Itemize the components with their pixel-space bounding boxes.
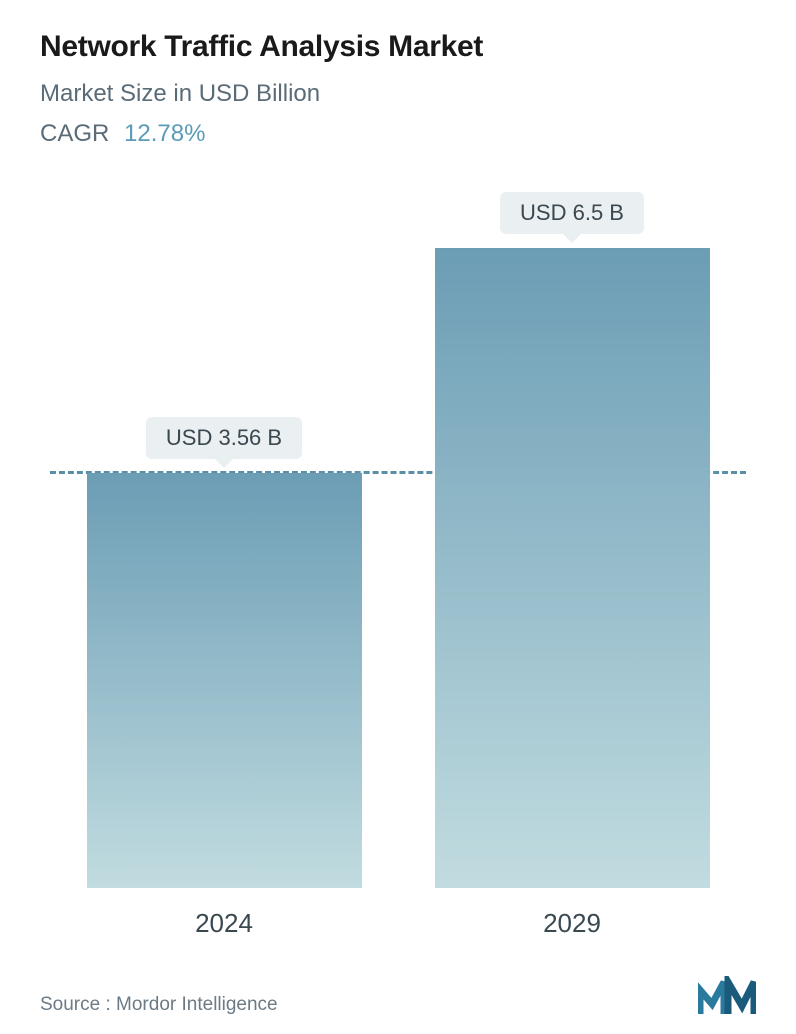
cagr-value: 12.78% bbox=[124, 120, 205, 147]
year-label: 2029 bbox=[422, 908, 722, 939]
bar bbox=[435, 248, 710, 888]
bar-value-label: USD 3.56 B bbox=[146, 417, 302, 459]
year-labels-row: 2024 2029 bbox=[50, 908, 746, 939]
source-text: Source : Mordor Intelligence bbox=[40, 994, 278, 1016]
chart-subtitle: Market Size in USD Billion bbox=[40, 80, 756, 108]
chart-container: Network Traffic Analysis Market Market S… bbox=[0, 0, 796, 1034]
bar-group: USD 3.56 B bbox=[74, 417, 374, 888]
chart-title: Network Traffic Analysis Market bbox=[40, 30, 756, 64]
bar bbox=[87, 473, 362, 888]
footer: Source : Mordor Intelligence bbox=[40, 976, 756, 1016]
cagr-row: CAGR 12.78% bbox=[40, 120, 756, 148]
bars-row: USD 3.56 B USD 6.5 B bbox=[50, 188, 746, 888]
bar-group: USD 6.5 B bbox=[422, 192, 722, 888]
bar-value-label: USD 6.5 B bbox=[500, 192, 644, 234]
cagr-label: CAGR bbox=[40, 120, 109, 147]
chart-area: USD 3.56 B USD 6.5 B bbox=[50, 188, 746, 888]
brand-logo bbox=[698, 976, 756, 1016]
year-label: 2024 bbox=[74, 908, 374, 939]
